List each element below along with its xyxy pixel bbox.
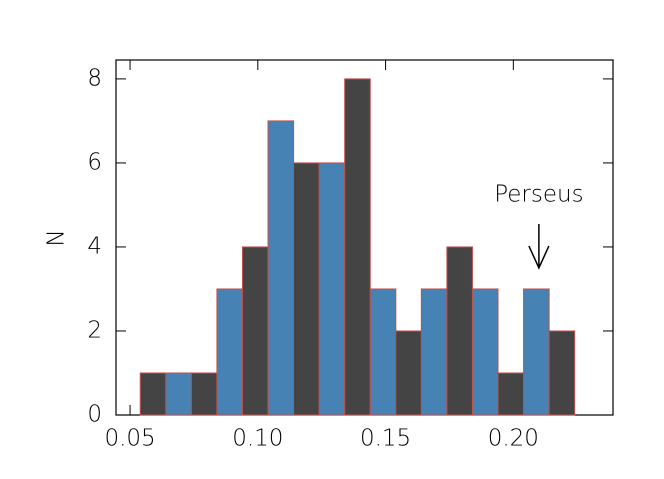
bar bbox=[420, 288, 448, 416]
bar bbox=[369, 288, 397, 416]
y-axis-label: N bbox=[44, 229, 70, 246]
bar bbox=[267, 120, 295, 416]
y-tick-label: 6 bbox=[87, 149, 102, 175]
bar bbox=[497, 372, 525, 416]
annotation-arrow bbox=[528, 223, 550, 270]
y-tick-label: 8 bbox=[87, 65, 102, 91]
y-tick-label: 2 bbox=[87, 317, 102, 343]
bar bbox=[344, 78, 371, 416]
bar bbox=[216, 288, 243, 416]
bar bbox=[523, 288, 550, 416]
bar bbox=[139, 372, 167, 416]
bar bbox=[471, 288, 499, 416]
bar bbox=[395, 330, 422, 416]
bar bbox=[293, 162, 320, 416]
bar bbox=[318, 162, 346, 416]
x-tick-label: 0.10 bbox=[232, 426, 283, 452]
bar bbox=[190, 372, 218, 416]
y-tick-label: 0 bbox=[87, 402, 102, 428]
bar bbox=[548, 330, 576, 416]
y-tick-label: 4 bbox=[87, 233, 102, 259]
x-tick-label: 0.05 bbox=[104, 426, 155, 452]
bar bbox=[165, 372, 192, 416]
annotation-text: Perseus bbox=[494, 181, 583, 207]
bar bbox=[241, 246, 269, 416]
x-tick-label: 0.20 bbox=[488, 426, 539, 452]
bar bbox=[446, 246, 473, 416]
x-tick-label: 0.15 bbox=[360, 426, 411, 452]
